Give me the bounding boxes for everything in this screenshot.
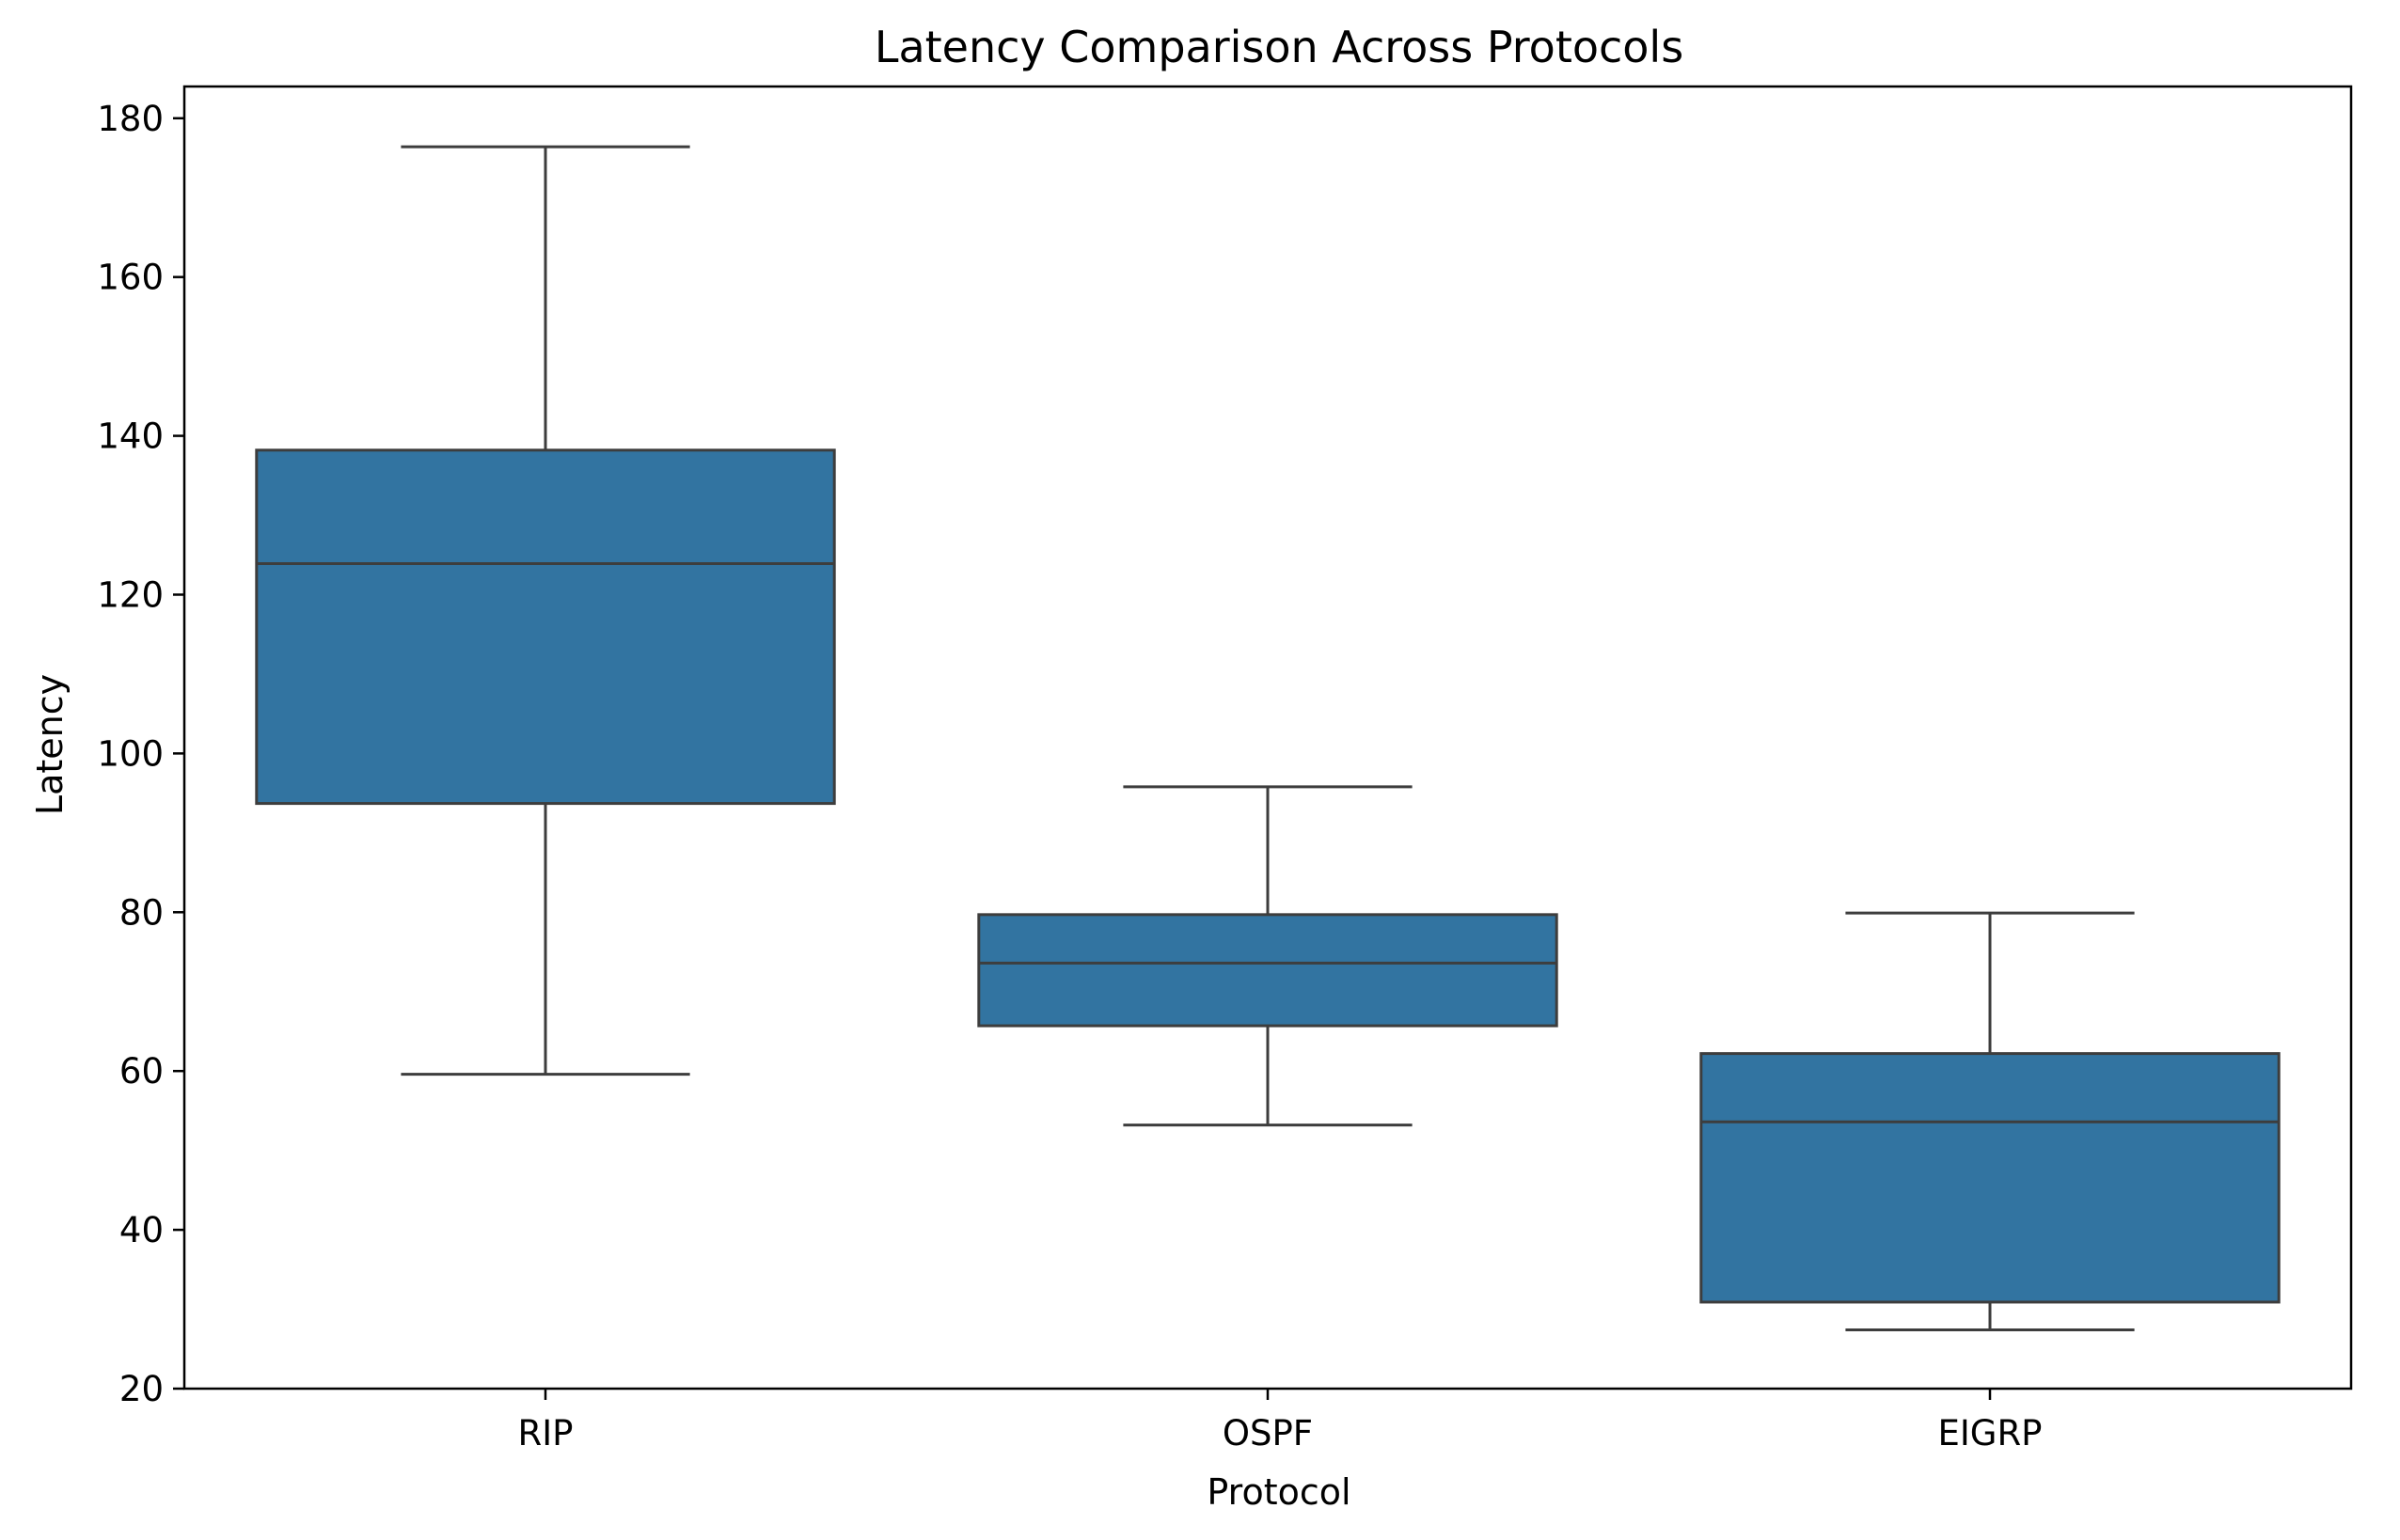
box-ospf xyxy=(977,913,1558,1028)
box-group-eigrp xyxy=(1699,911,2281,1332)
box-group-ospf xyxy=(977,785,1558,1127)
chart-title: Latency Comparison Across Protocols xyxy=(875,22,1683,72)
x-tick-label: RIP xyxy=(518,1413,574,1454)
x-tick-label: OSPF xyxy=(1223,1413,1313,1454)
y-axis-label: Latency xyxy=(29,674,71,815)
plot-area: 20 40 60 80 100 120 140 160 180 RIP OSPF EIGRP xyxy=(97,85,2353,1454)
box-group-rip xyxy=(255,145,836,1076)
y-tick-label: 60 xyxy=(119,1051,164,1092)
y-tick-label: 120 xyxy=(97,574,164,615)
y-tick-label: 160 xyxy=(97,258,164,298)
y-tick-label: 140 xyxy=(97,416,164,457)
box-eigrp xyxy=(1699,1052,2281,1304)
box-rip xyxy=(255,448,836,806)
x-tick-label: EIGRP xyxy=(1938,1413,2043,1454)
y-tick-label: 180 xyxy=(97,99,164,139)
y-tick-label: 20 xyxy=(119,1369,164,1409)
y-tick-label: 40 xyxy=(119,1210,164,1250)
x-axis-label: Protocol xyxy=(1207,1471,1350,1513)
y-tick-label: 80 xyxy=(119,892,164,933)
y-tick-label: 100 xyxy=(97,733,164,774)
